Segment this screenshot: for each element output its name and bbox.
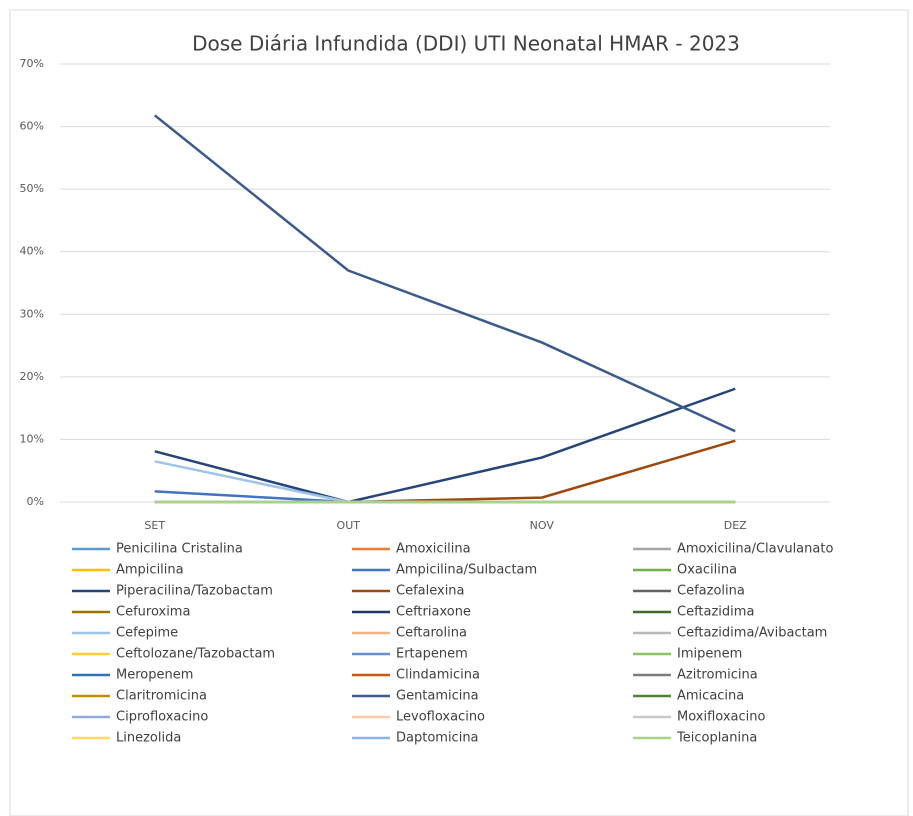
legend-label: Moxifloxacino (677, 710, 765, 725)
legend-label: Ceftolozane/Tazobactam (116, 647, 275, 662)
legend-label: Ceftazidima/Avibactam (677, 626, 827, 641)
legend-label: Cefuroxima (116, 605, 190, 620)
legend-label: Oxacilina (677, 563, 737, 578)
series-line (154, 387, 736, 504)
legend-label: Ceftriaxone (396, 605, 471, 620)
chart-border (9, 9, 909, 816)
legend-label: Amoxicilina (396, 542, 471, 557)
legend-label: Linezolida (116, 731, 181, 746)
y-tick-label: 70% (20, 57, 44, 70)
legend-label: Amicacina (677, 689, 744, 704)
y-tick-label: 10% (20, 432, 44, 445)
legend-label: Cefepime (116, 626, 178, 641)
legend-label: Ceftazidima (677, 605, 754, 620)
legend-label: Amoxicilina/Clavulanato (677, 542, 833, 557)
legend-label: Meropenem (116, 668, 193, 683)
legend-label: Piperacilina/Tazobactam (116, 584, 273, 599)
legend-label: Daptomicina (396, 731, 479, 746)
x-tick-label: OUT (337, 519, 361, 532)
chart-title: Dose Diária Infundida (DDI) UTI Neonatal… (192, 32, 740, 56)
legend-label: Clindamicina (396, 668, 480, 683)
y-tick-label: 20% (20, 370, 44, 383)
y-tick-label: 60% (20, 120, 44, 133)
x-tick-label: DEZ (724, 519, 747, 532)
legend-label: Cefalexina (396, 584, 465, 599)
legend-label: Ertapenem (396, 647, 468, 662)
x-tick-label: NOV (530, 519, 555, 532)
legend-label: Ceftarolina (396, 626, 467, 641)
legend-label: Penicilina Cristalina (116, 542, 243, 557)
x-tick-label: SET (144, 519, 165, 532)
legend-label: Ciprofloxacino (116, 710, 208, 725)
legend-label: Levofloxacino (396, 710, 485, 725)
legend-label: Claritromicina (116, 689, 207, 704)
legend-label: Azitromicina (677, 668, 758, 683)
legend-label: Gentamicina (396, 689, 479, 704)
y-tick-label: 40% (20, 245, 44, 258)
legend-label: Ampicilina (116, 563, 184, 578)
legend-label: Teicoplanina (676, 731, 757, 746)
y-tick-label: 0% (27, 495, 44, 508)
series-line (153, 114, 736, 433)
y-tick-label: 30% (20, 307, 44, 320)
legend-label: Ampicilina/Sulbactam (396, 563, 537, 578)
legend-label: Imipenem (677, 647, 742, 662)
legend-label: Cefazolina (677, 584, 745, 599)
y-tick-label: 50% (20, 182, 44, 195)
